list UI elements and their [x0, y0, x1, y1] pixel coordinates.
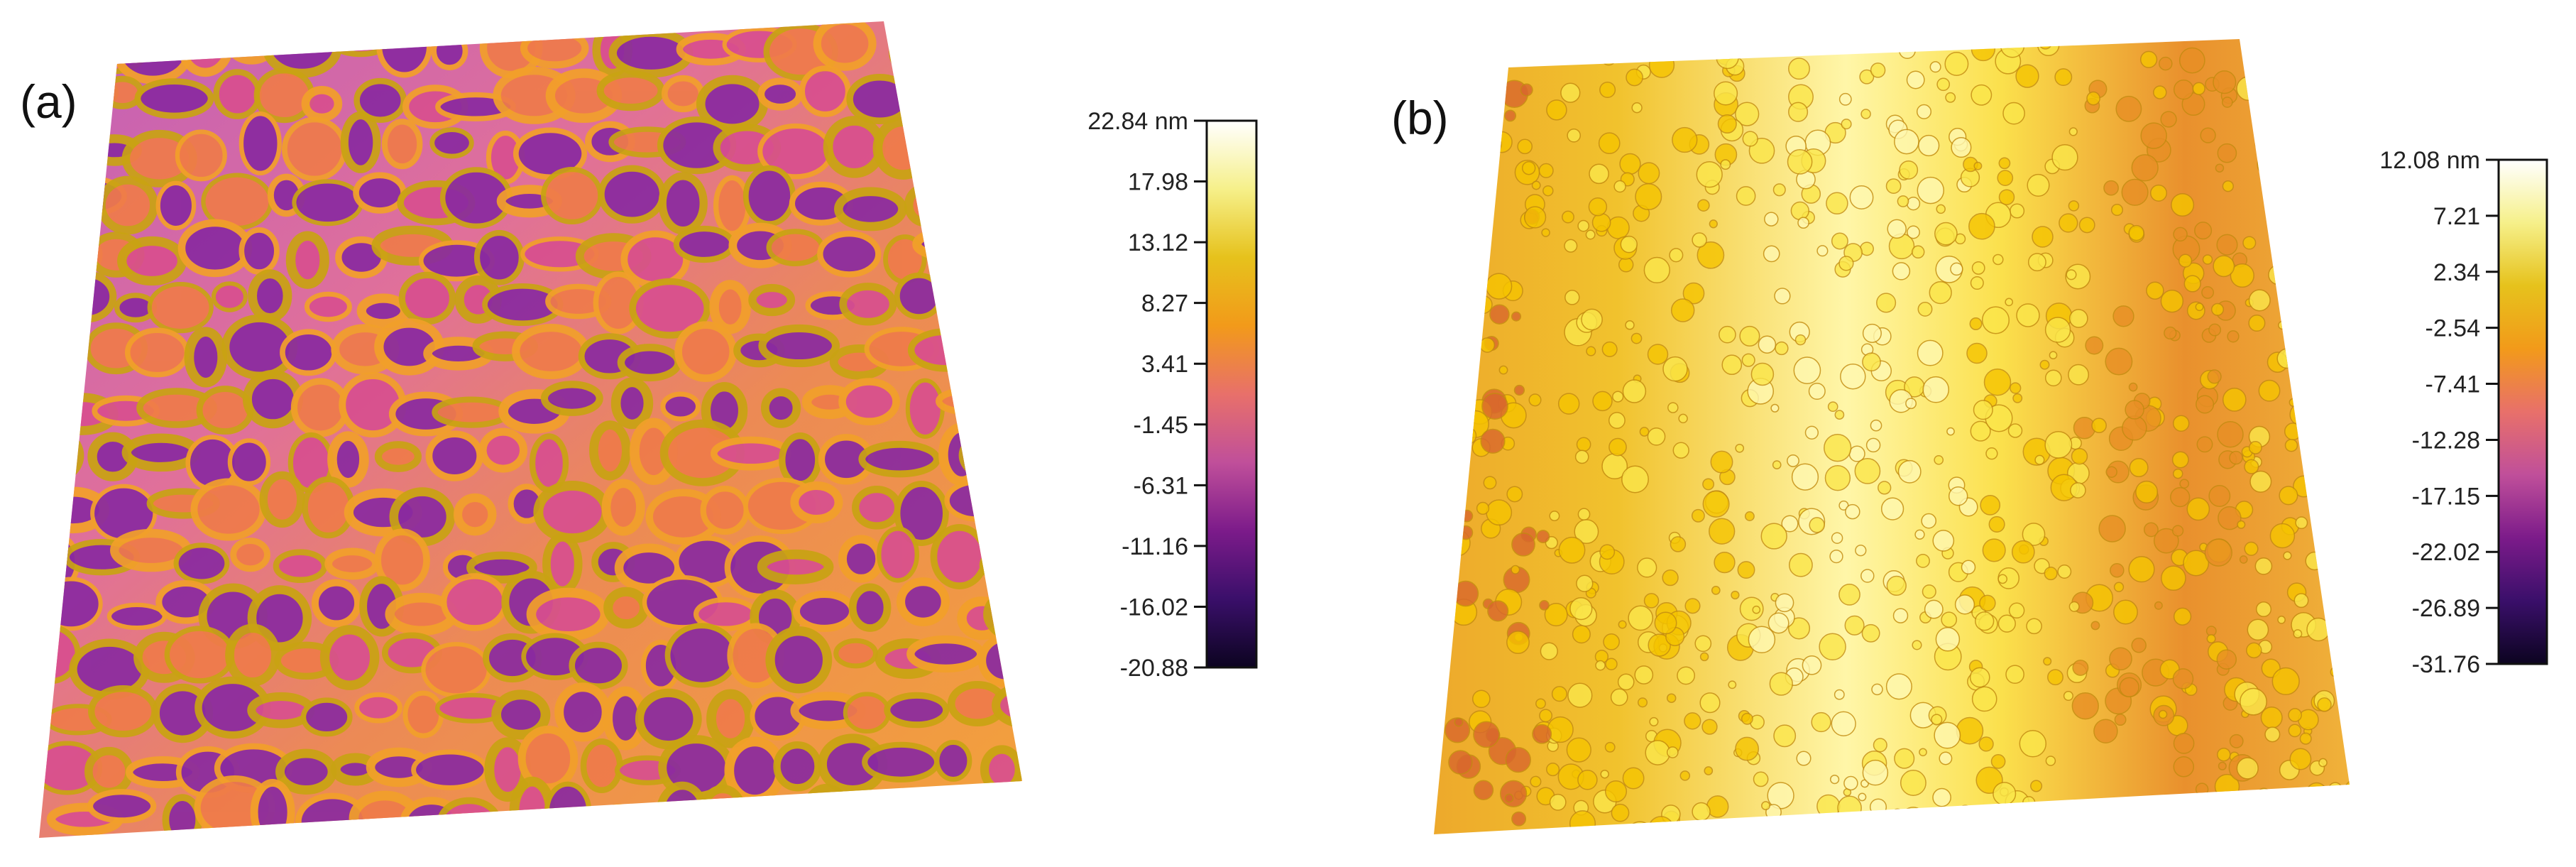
panel-b-surface	[1434, 39, 2350, 834]
colorbar-b-gradient	[2497, 158, 2548, 665]
colorbar-tick-label: -1.45	[1134, 412, 1189, 439]
colorbar-b: 12.08 nm 7.21 2.34 -2.54 -7.41 -12.28 -17.15 -2…	[2379, 147, 2548, 678]
colorbar-tick-label: -26.89	[2412, 595, 2480, 622]
colorbar-tick-label: -7.41	[2426, 371, 2481, 398]
colorbar-tick-label: -12.28	[2412, 427, 2480, 454]
colorbar-tick-label: -11.16	[1122, 533, 1188, 560]
colorbar-tick-label: 22.84 nm	[1087, 108, 1188, 135]
colorbar-tick-label: -6.31	[1134, 472, 1189, 499]
colorbar-tick-label: 12.08 nm	[2379, 147, 2480, 174]
colorbar-a-gradient	[1205, 119, 1258, 669]
colorbar-tick-label: -16.02	[1120, 594, 1188, 621]
colorbar-tick-label: 7.21	[2433, 203, 2480, 230]
panel-a-label: (a)	[20, 75, 77, 128]
colorbar-tick-label: -22.02	[2412, 539, 2480, 566]
panel-b-label: (b)	[1391, 92, 1449, 144]
panel-a-surface	[39, 21, 1022, 838]
colorbar-tick-label: -31.76	[2412, 651, 2480, 678]
colorbar-tick-label: 8.27	[1141, 290, 1188, 317]
colorbar-tick-label: -2.54	[2426, 315, 2481, 342]
colorbar-tick-label: 2.34	[2433, 259, 2480, 286]
colorbar-tick-label: 13.12	[1128, 229, 1188, 256]
colorbar-tick-label: -20.88	[1120, 655, 1188, 682]
colorbar-tick-label: 3.41	[1141, 351, 1188, 378]
colorbar-tick-label: -17.15	[2412, 483, 2480, 510]
colorbar-tick-label: 17.98	[1128, 169, 1188, 196]
colorbar-a: 22.84 nm 17.98 13.12 8.27 3.41 -1.45 -6.31 -11.…	[1087, 108, 1258, 682]
